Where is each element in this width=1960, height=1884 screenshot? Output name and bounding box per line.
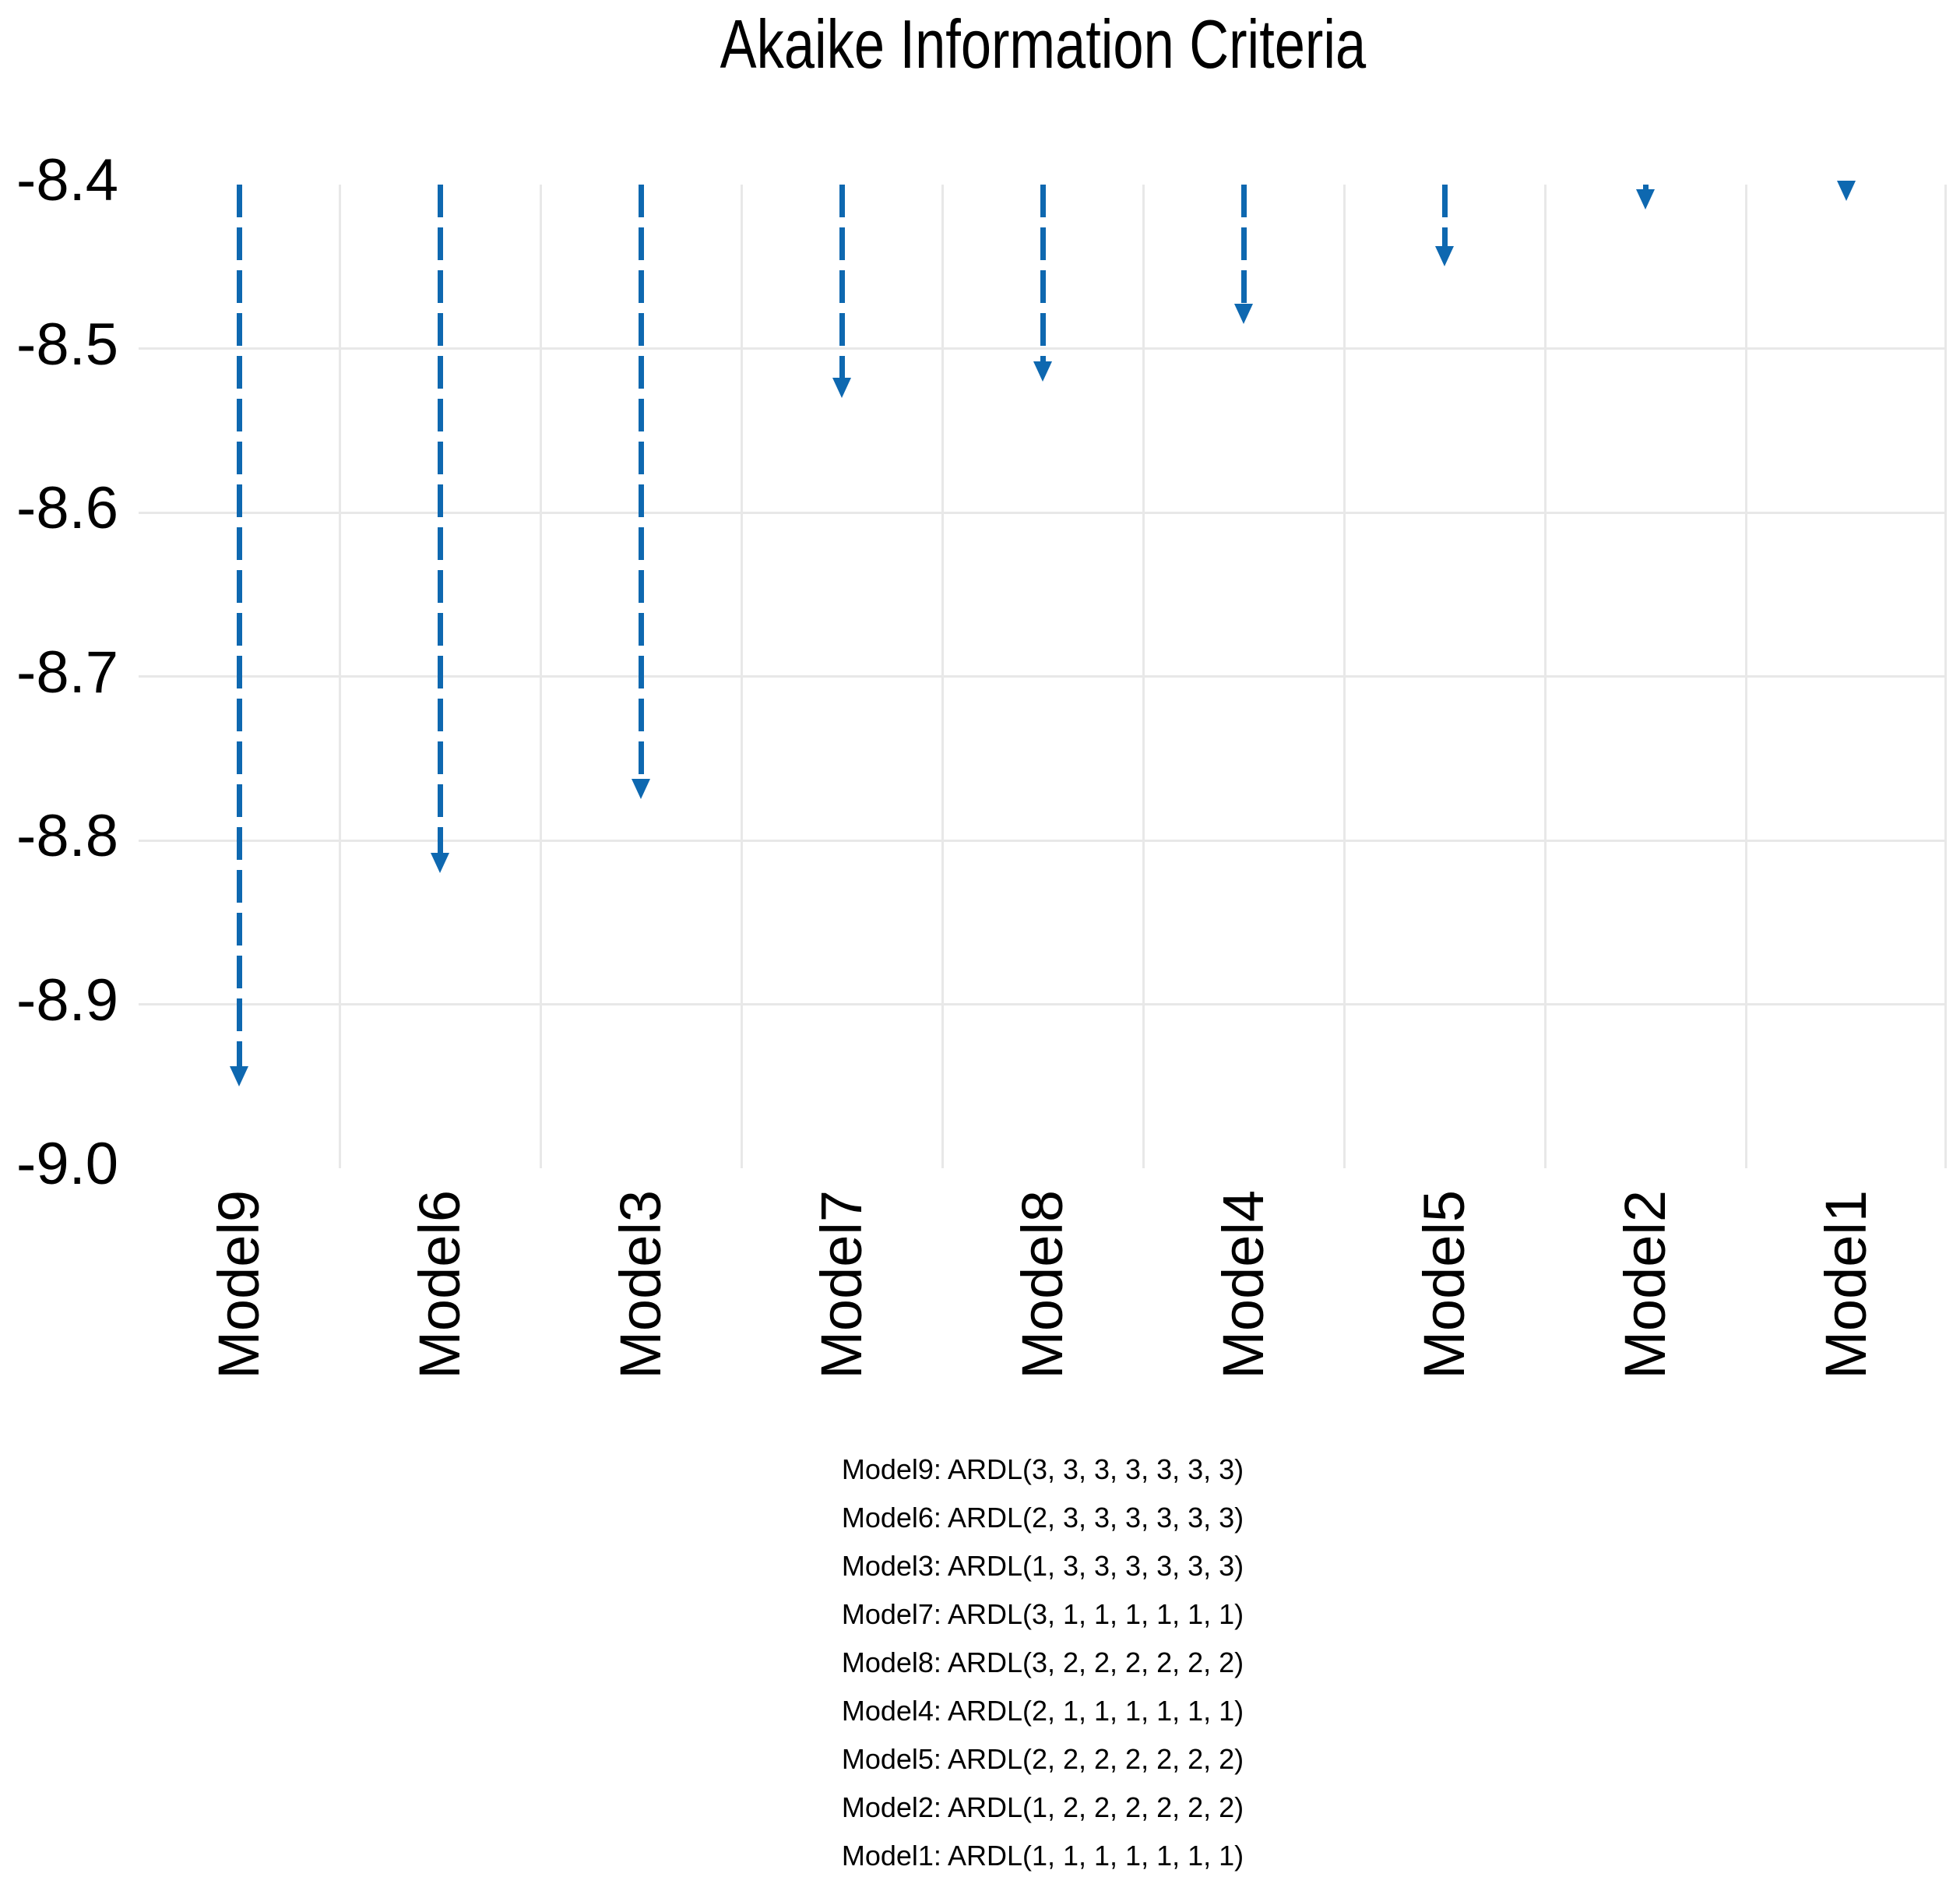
vertical-gridline bbox=[1543, 185, 1547, 1168]
horizontal-gridline bbox=[139, 839, 1947, 842]
y-tick-label: -8.8 bbox=[16, 803, 118, 869]
y-tick-label: -8.5 bbox=[16, 311, 118, 378]
legend-row-model5: Model5: ARDL(2, 2, 2, 2, 2, 2, 2) bbox=[841, 1743, 1244, 1775]
x-category-label-model1: Model1 bbox=[1814, 1190, 1878, 1379]
aic-arrow-stem-model7 bbox=[839, 185, 845, 381]
x-category-label-model8: Model8 bbox=[1010, 1190, 1075, 1379]
legend-row-model6: Model6: ARDL(2, 3, 3, 3, 3, 3, 3) bbox=[841, 1502, 1244, 1534]
vertical-gridline bbox=[1944, 185, 1947, 1168]
x-category-label-model4: Model4 bbox=[1211, 1190, 1276, 1379]
x-category-label-model7: Model7 bbox=[809, 1190, 874, 1379]
aic-arrow-head-model8 bbox=[1033, 361, 1052, 382]
vertical-gridline bbox=[1744, 185, 1747, 1168]
aic-arrow-head-model6 bbox=[431, 853, 449, 874]
legend-row-model8: Model8: ARDL(3, 2, 2, 2, 2, 2, 2) bbox=[841, 1646, 1244, 1678]
x-category-label-model2: Model2 bbox=[1613, 1190, 1677, 1379]
x-category-label-model6: Model6 bbox=[407, 1190, 472, 1379]
y-tick-label: -8.6 bbox=[16, 475, 118, 541]
legend-row-model3: Model3: ARDL(1, 3, 3, 3, 3, 3, 3) bbox=[841, 1550, 1244, 1582]
plot-area bbox=[139, 181, 1947, 1168]
aic-arrow-head-model1 bbox=[1837, 181, 1856, 202]
vertical-gridline bbox=[1342, 185, 1346, 1168]
legend-row-model2: Model2: ARDL(1, 2, 2, 2, 2, 2, 2) bbox=[841, 1791, 1244, 1823]
aic-arrow-head-model3 bbox=[632, 779, 650, 800]
y-tick-label: -8.9 bbox=[16, 967, 118, 1034]
aic-arrow-stem-model3 bbox=[638, 185, 644, 783]
vertical-gridline bbox=[539, 185, 542, 1168]
y-tick-label: -8.4 bbox=[16, 147, 118, 213]
aic-arrow-stem-model8 bbox=[1040, 185, 1046, 364]
aic-arrow-head-model7 bbox=[832, 377, 851, 398]
vertical-gridline bbox=[740, 185, 743, 1168]
horizontal-gridline bbox=[139, 1003, 1947, 1005]
aic-arrow-stem-model2 bbox=[1642, 185, 1649, 192]
aic-arrow-head-model5 bbox=[1435, 246, 1454, 267]
x-category-label-model9: Model9 bbox=[206, 1190, 271, 1379]
y-axis-tick-labels: -8.4 -8.5 -8.6 -8.7 -8.8 -8.9 -9.0 bbox=[0, 0, 118, 1324]
aic-arrow-head-model4 bbox=[1234, 303, 1253, 324]
legend-row-model4: Model4: ARDL(2, 1, 1, 1, 1, 1, 1) bbox=[841, 1695, 1244, 1727]
aic-arrow-head-model2 bbox=[1636, 188, 1655, 210]
aic-arrow-stem-model9 bbox=[236, 185, 242, 1069]
horizontal-gridline bbox=[139, 511, 1947, 514]
x-category-label-model5: Model5 bbox=[1412, 1190, 1476, 1379]
y-tick-label: -9.0 bbox=[16, 1131, 118, 1197]
chart-title: Akaike Information Criteria bbox=[139, 2, 1947, 87]
aic-arrow-stem-model4 bbox=[1240, 185, 1247, 307]
legend: Model9: ARDL(3, 3, 3, 3, 3, 3, 3) Model6:… bbox=[139, 1446, 1947, 1880]
vertical-gridline bbox=[1142, 185, 1145, 1168]
legend-row-model9: Model9: ARDL(3, 3, 3, 3, 3, 3, 3) bbox=[841, 1453, 1244, 1485]
vertical-gridline bbox=[941, 185, 944, 1168]
legend-row-model1: Model1: ARDL(1, 1, 1, 1, 1, 1, 1) bbox=[841, 1840, 1244, 1872]
chart-title-text: Akaike Information Criteria bbox=[720, 5, 1366, 83]
vertical-gridline bbox=[338, 185, 341, 1168]
horizontal-gridline bbox=[139, 675, 1947, 678]
aic-arrow-stem-model5 bbox=[1441, 185, 1448, 250]
y-tick-label: -8.7 bbox=[16, 639, 118, 706]
x-category-label-model3: Model3 bbox=[608, 1190, 673, 1379]
aic-arrow-stem-model6 bbox=[437, 185, 443, 857]
legend-row-model7: Model7: ARDL(3, 1, 1, 1, 1, 1, 1) bbox=[841, 1598, 1244, 1630]
aic-arrow-head-model9 bbox=[230, 1065, 248, 1086]
